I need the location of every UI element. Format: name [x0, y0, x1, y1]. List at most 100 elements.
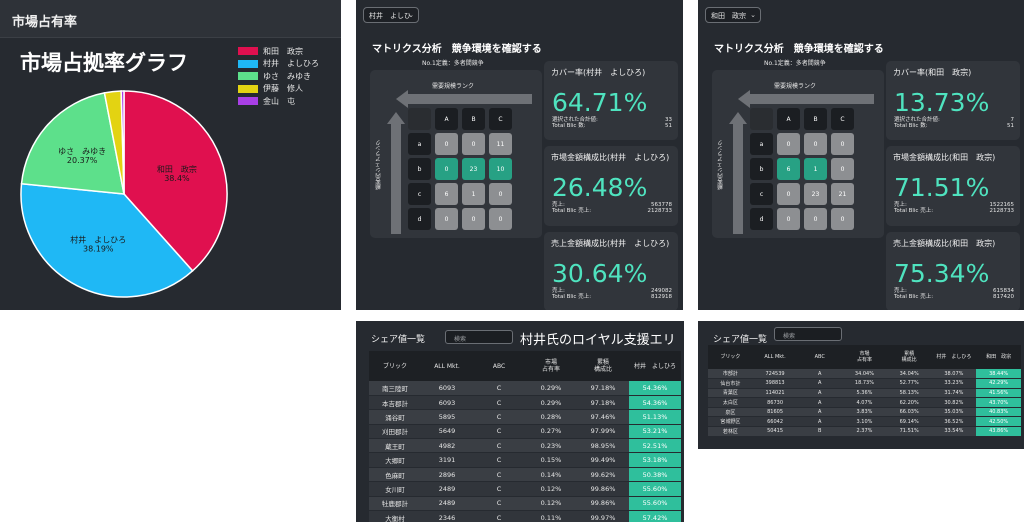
table-cell: 66.03% [886, 407, 932, 418]
column-header[interactable]: ALL Mkt. [421, 351, 473, 381]
table-cell: 涌谷町 [369, 409, 421, 425]
table-row[interactable]: 牡鹿郡計 2489 C 0.12% 99.86% 55.60% [369, 496, 681, 512]
grid-cell[interactable]: 0 [777, 208, 800, 230]
dropdown-value: 和田 政宗 [711, 12, 746, 20]
table-cell: 0.14% [525, 467, 577, 483]
grid-cell[interactable]: 0 [435, 208, 458, 230]
column-header[interactable]: 累積 構成比 [577, 351, 629, 381]
column-header[interactable]: 市場 占有率 [525, 351, 577, 381]
grid-cell[interactable]: 0 [435, 158, 458, 180]
table-cell: 33.54% [931, 426, 977, 437]
grid-cell[interactable]: 0 [777, 133, 800, 155]
grid-cell[interactable]: 11 [489, 133, 512, 155]
table-cell: C [473, 381, 525, 396]
search-input[interactable]: 検索 [774, 327, 842, 341]
grid-cell[interactable]: 0 [777, 183, 800, 205]
column-header[interactable]: 村井 よしひろ [629, 351, 681, 381]
legend-item[interactable]: ゆさ みゆき [238, 70, 319, 83]
table-row[interactable]: 泉区 81605 A 3.83% 66.03% 35.03% 40.83% [708, 407, 1021, 418]
grid-cell[interactable]: 0 [831, 133, 854, 155]
candidate-dropdown[interactable]: 和田 政宗 ⌄ [705, 7, 761, 23]
column-header[interactable]: ABC [797, 345, 843, 369]
column-header[interactable]: ALL Mkt. [752, 345, 798, 369]
legend-item[interactable]: 伊藤 修人 [238, 83, 319, 96]
grid-cell[interactable]: 6 [777, 158, 800, 180]
column-header[interactable]: 和田 政宗 [976, 345, 1021, 369]
grid-cell[interactable]: 0 [804, 133, 827, 155]
table-cell: 43.70% [976, 397, 1021, 408]
grid-cell[interactable]: 0 [489, 183, 512, 205]
kpi-title: カバー率(和田 政宗) [893, 68, 972, 77]
column-header[interactable]: ブリック [369, 351, 421, 381]
legend-label: 伊藤 修人 [263, 84, 303, 94]
table-row[interactable]: 宮城野区 66042 A 3.10% 69.14% 36.52% 42.50% [708, 416, 1021, 428]
table-row[interactable]: 太白区 86730 A 4.07% 62.20% 30.82% 43.70% [708, 397, 1021, 408]
pie-slice-0[interactable] [123, 90, 228, 272]
grid-cell[interactable]: 0 [804, 208, 827, 230]
table-cell: 市部計 [708, 369, 753, 380]
legend-label: ゆさ みゆき [263, 71, 311, 81]
grid-cell[interactable]: 23 [462, 158, 485, 180]
table-row[interactable]: 女川町 2489 C 0.12% 99.86% 55.60% [369, 481, 681, 497]
grid-cell[interactable]: 1 [462, 183, 485, 205]
grid-cell[interactable]: 0 [831, 158, 854, 180]
table-row[interactable]: 蔵王町 4982 C 0.23% 98.95% 52.51% [369, 438, 681, 454]
pie-slice-1[interactable] [20, 182, 194, 298]
table-row[interactable]: 若林区 50415 B 2.37% 71.51% 33.54% 43.86% [708, 426, 1021, 437]
column-header[interactable]: 累積 構成比 [886, 345, 932, 369]
kpi-value: 71.51% [894, 173, 990, 202]
table-cell: 18.73% [842, 378, 887, 389]
column-header[interactable]: ABC [473, 351, 525, 381]
column-header[interactable]: 市場 占有率 [842, 345, 887, 369]
grid-cell[interactable]: 23 [804, 183, 827, 205]
legend-item[interactable]: 和田 政宗 [238, 45, 319, 58]
table-header-row: ブリック ALL Mkt. ABC 市場 占有率 累積 構成比 村井 よしひろ 和田 政宗 [708, 345, 1021, 369]
column-header[interactable]: ブリック [708, 345, 753, 369]
table-cell: 6093 [421, 395, 473, 411]
table-row[interactable]: 青葉区 114021 A 5.36% 58.13% 31.74% 41.56% [708, 388, 1021, 399]
arrow-left-shaft [750, 94, 874, 104]
candidate-dropdown[interactable]: 村井 よしひ ⌄ [363, 7, 419, 23]
grid-col-header: A [777, 108, 800, 130]
table-row[interactable]: 色麻町 2896 C 0.14% 99.62% 50.38% [369, 467, 681, 483]
table-row[interactable]: 市部計 724539 A 34.04% 34.04% 38.07% 38.44% [708, 369, 1021, 380]
table-cell: 南三陸町 [369, 381, 421, 396]
legend-item[interactable]: 村井 よしひろ [238, 58, 319, 71]
grid-cell[interactable]: 0 [435, 133, 458, 155]
arrow-left-icon [396, 90, 408, 108]
pie-slice-4[interactable] [120, 90, 125, 195]
table-cell: A [797, 388, 843, 399]
kpi-sub-line: Total Blic 売上: 812918 [552, 294, 672, 300]
table-row[interactable]: 仙台市計 398813 A 18.73% 52.77% 33.23% 42.29% [708, 378, 1021, 389]
legend-item[interactable]: 金山 屯 [238, 95, 319, 108]
table-cell: 52.51% [629, 438, 681, 454]
grid-cell[interactable]: 0 [831, 208, 854, 230]
grid-row-header: d [750, 208, 773, 230]
legend-swatch [238, 59, 258, 68]
pie-slice-2[interactable] [20, 91, 125, 195]
table-cell: 97.18% [577, 381, 629, 396]
grid-cell[interactable]: 6 [435, 183, 458, 205]
grid-cell[interactable]: 0 [489, 208, 512, 230]
grid-cell[interactable]: 0 [462, 133, 485, 155]
search-input[interactable]: 検索 [445, 330, 513, 344]
table-cell: 0.27% [525, 424, 577, 440]
table-row[interactable]: 南三陸町 6093 C 0.29% 97.18% 54.36% [369, 381, 681, 396]
table-cell: 42.29% [976, 378, 1021, 389]
market-share-panel: 市場占有率 市場占拠率グラフ 和田 政宗 38.4% 村井 よしひろ 38.19% ゆさ… [0, 0, 341, 310]
table-row[interactable]: 大衡村 2346 C 0.11% 99.97% 57.42% [369, 510, 681, 522]
column-header[interactable]: 村井 よしひろ [931, 345, 977, 369]
legend-swatch [238, 84, 258, 93]
grid-cell[interactable]: 0 [462, 208, 485, 230]
table-cell: 4.07% [842, 397, 887, 408]
table-row[interactable]: 本吉郡計 6093 C 0.29% 97.18% 54.36% [369, 395, 681, 411]
table-row[interactable]: 刈田郡計 5649 C 0.27% 97.99% 53.21% [369, 424, 681, 440]
grid-row-header: b [408, 158, 431, 180]
kpi-card: 市場金額構成比(村井 よしひろ) 26.48% 売上: 563778 Total Bli… [544, 146, 678, 226]
grid-cell[interactable]: 10 [489, 158, 512, 180]
table-row[interactable]: 涌谷町 5895 C 0.28% 97.46% 51.13% [369, 409, 681, 425]
grid-cell[interactable]: 1 [804, 158, 827, 180]
table-row[interactable]: 大郷町 3191 C 0.15% 99.49% 53.18% [369, 452, 681, 468]
grid-cell[interactable]: 21 [831, 183, 854, 205]
